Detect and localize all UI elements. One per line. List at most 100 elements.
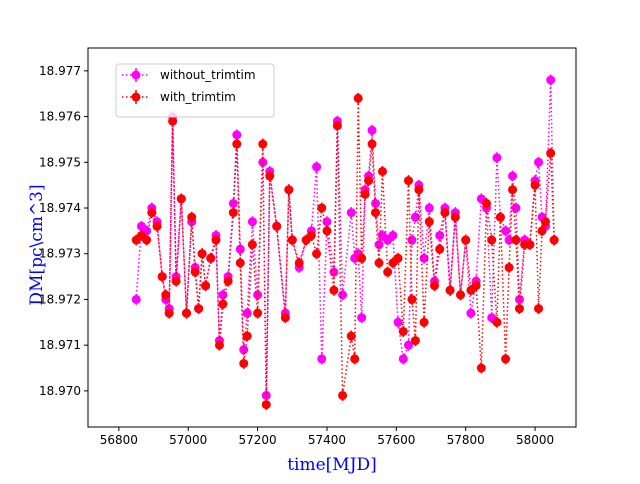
point (157, 272, 167, 282)
x-tick-label: 57000 (169, 433, 207, 447)
point (435, 230, 445, 240)
y-tick-label: 18.976 (39, 110, 81, 124)
point (142, 235, 152, 245)
point (353, 93, 363, 103)
point (131, 294, 141, 304)
point (530, 180, 540, 190)
y-tick-label: 18.970 (39, 384, 81, 398)
axes-frame (87, 47, 577, 428)
point (346, 331, 356, 341)
legend-marker (131, 92, 141, 102)
point (407, 294, 417, 304)
point (537, 226, 547, 236)
y-tick-label: 18.973 (39, 247, 81, 261)
point (471, 281, 481, 291)
point (360, 189, 370, 199)
point (511, 203, 521, 213)
point (272, 221, 282, 231)
point (182, 308, 192, 318)
point (338, 390, 348, 400)
point (424, 217, 434, 227)
point (253, 308, 263, 318)
point (317, 203, 327, 213)
x-tick-label: 56800 (100, 433, 138, 447)
point (398, 326, 408, 336)
point (508, 185, 518, 195)
point (374, 240, 384, 250)
legend-label: without_trimtim (160, 68, 256, 82)
y-tick-label: 18.972 (39, 292, 81, 306)
point (414, 185, 424, 195)
point (350, 354, 360, 364)
point (322, 226, 332, 236)
point (540, 217, 550, 227)
point (501, 354, 511, 364)
point (534, 304, 544, 314)
point (367, 125, 377, 135)
point (398, 354, 408, 364)
point (492, 153, 502, 163)
point (511, 235, 521, 245)
point (176, 194, 186, 204)
x-tick-label: 57400 (308, 433, 346, 447)
point (294, 258, 304, 268)
point (546, 148, 556, 158)
point (168, 116, 178, 126)
point (495, 212, 505, 222)
point (445, 285, 455, 295)
point (476, 363, 486, 373)
y-tick-label: 18.977 (39, 64, 81, 78)
point (329, 285, 339, 295)
point (419, 317, 429, 327)
point (317, 354, 327, 364)
legend-label: with_trimtim (160, 90, 236, 104)
point (247, 240, 257, 250)
point (487, 235, 497, 245)
point (403, 340, 413, 350)
point (242, 331, 252, 341)
point (393, 253, 403, 263)
point (242, 308, 252, 318)
point (435, 244, 445, 254)
y-tick-label: 18.975 (39, 155, 81, 169)
point (338, 290, 348, 300)
point (261, 400, 271, 410)
point (171, 276, 181, 286)
point (403, 176, 413, 186)
point (201, 281, 211, 291)
point (214, 340, 224, 350)
point (228, 208, 238, 218)
point (514, 304, 524, 314)
point (332, 121, 342, 131)
point (287, 235, 297, 245)
y-tick-label: 18.971 (39, 338, 81, 352)
legend-box (115, 63, 275, 118)
point (410, 212, 420, 222)
point (440, 208, 450, 218)
point (504, 235, 514, 245)
point (190, 267, 200, 277)
point (424, 203, 434, 213)
point (419, 253, 429, 263)
point (461, 235, 471, 245)
point (228, 198, 238, 208)
x-tick-label: 57800 (447, 433, 485, 447)
point (218, 299, 228, 309)
point (410, 336, 420, 346)
point (147, 208, 157, 218)
point (549, 235, 559, 245)
point (280, 313, 290, 323)
point (235, 244, 245, 254)
point (247, 217, 257, 227)
point (407, 235, 417, 245)
point (312, 162, 322, 172)
point (546, 75, 556, 85)
point (383, 267, 393, 277)
point (218, 290, 228, 300)
point (525, 240, 535, 250)
point (504, 262, 514, 272)
point (265, 171, 275, 181)
point (223, 276, 233, 286)
point (235, 258, 245, 268)
point (206, 253, 216, 263)
